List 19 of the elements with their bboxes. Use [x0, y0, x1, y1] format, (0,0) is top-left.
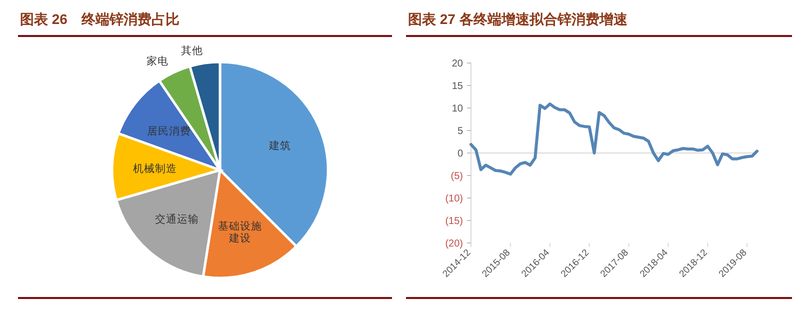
slice-label: 其他 [180, 44, 203, 58]
y-tick-label: 0 [457, 148, 464, 160]
y-tick-label: 10 [452, 104, 464, 115]
slice-label: 机械制造 [133, 162, 178, 175]
slice-label: 基础设施建设 [218, 220, 262, 245]
y-tick-label: 20 [452, 58, 464, 70]
y-tick-label: 15 [452, 81, 464, 92]
y-tick-label: (20) [445, 238, 463, 250]
slice-label: 家电 [146, 54, 168, 68]
slice-label: 交通运输 [155, 212, 200, 226]
y-tick-label: 5 [457, 126, 464, 138]
line-series [470, 102, 758, 176]
y-tick-label: (15) [445, 216, 463, 228]
slice-label: 居民消费 [146, 124, 191, 138]
y-tick-label: (5) [450, 171, 463, 182]
slice-label: 建筑 [268, 139, 291, 152]
chart-title: 图表 26 终端锌消费占比 [20, 11, 180, 27]
chart-title: 图表 27 各终端增速拟合锌消费增速 [408, 11, 628, 27]
y-tick-label: (10) [445, 194, 463, 205]
